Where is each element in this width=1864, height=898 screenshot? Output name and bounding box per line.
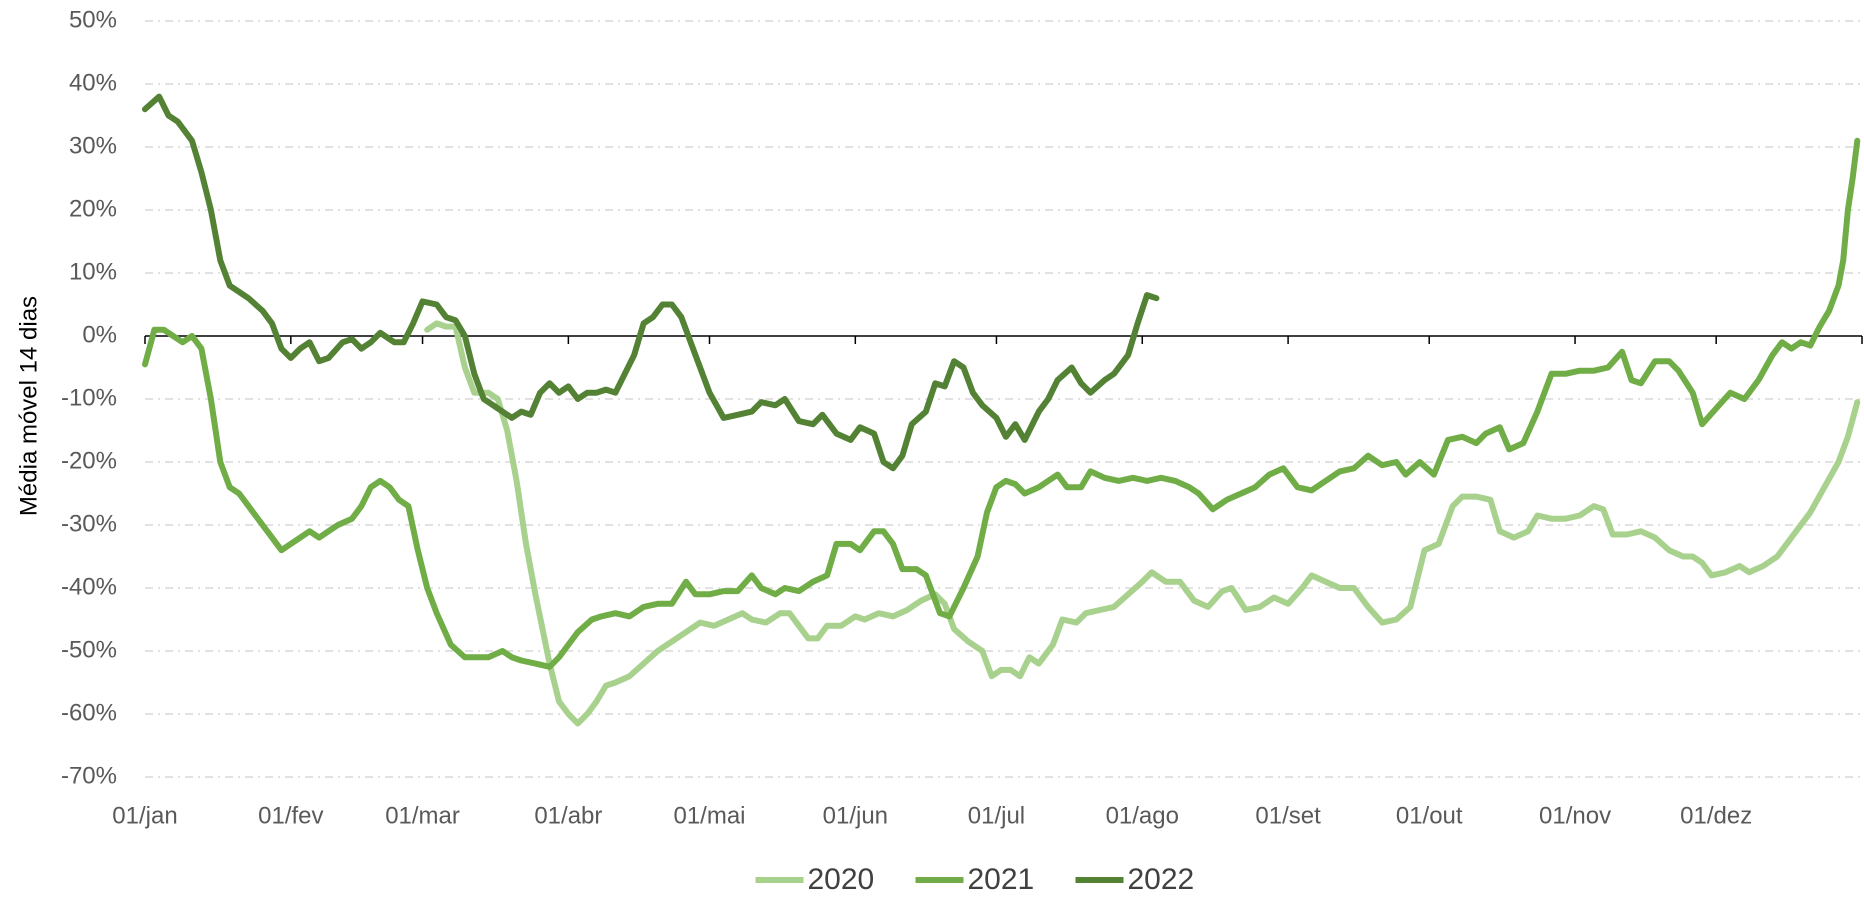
legend-label: 2020 xyxy=(808,863,875,896)
x-tick-label: 01/set xyxy=(1255,802,1321,829)
y-tick-label: -70% xyxy=(61,762,117,789)
x-tick-label: 01/abr xyxy=(534,802,602,829)
y-tick-label: -20% xyxy=(61,447,117,474)
x-tick-label: 01/ago xyxy=(1106,802,1179,829)
series-line xyxy=(424,320,1861,727)
x-tick-label: 01/nov xyxy=(1539,802,1611,829)
x-tick-label: 01/mar xyxy=(385,802,460,829)
y-tick-label: 10% xyxy=(69,258,117,285)
x-tick-label: 01/jan xyxy=(112,802,177,829)
series-line xyxy=(142,93,1160,472)
y-tick-label: 30% xyxy=(69,132,117,159)
series-line xyxy=(142,137,1861,670)
y-tick-label: 20% xyxy=(69,195,117,222)
x-tick-label: 01/dez xyxy=(1680,802,1752,829)
y-axis-label: Média móvel 14 dias xyxy=(15,296,42,516)
legend-label: 2022 xyxy=(1128,863,1195,896)
x-tick-label: 01/fev xyxy=(258,802,323,829)
y-tick-label: 40% xyxy=(69,69,117,96)
y-tick-label: -60% xyxy=(61,699,117,726)
x-tick-label: 01/jun xyxy=(823,802,888,829)
y-tick-label: -10% xyxy=(61,384,117,411)
y-tick-label: -50% xyxy=(61,636,117,663)
y-tick-label: -30% xyxy=(61,510,117,537)
legend-label: 2021 xyxy=(968,863,1035,896)
y-tick-label: -40% xyxy=(61,573,117,600)
x-tick-label: 01/out xyxy=(1396,802,1463,829)
x-tick-label: 01/mai xyxy=(673,802,745,829)
y-tick-label: 50% xyxy=(69,6,117,33)
x-tick-label: 01/jul xyxy=(968,802,1025,829)
y-tick-label: 0% xyxy=(82,321,117,348)
